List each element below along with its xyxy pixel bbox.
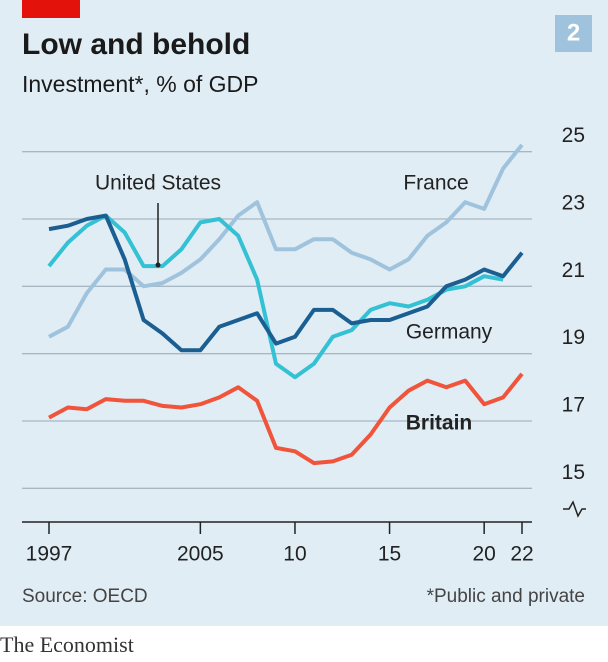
series-line [48, 213, 524, 353]
y-tick-label: 25 [562, 124, 585, 147]
x-tick-label: 1997 [26, 543, 73, 566]
chart-title: Low and behold [22, 28, 250, 61]
series-label: United States [95, 172, 221, 195]
note: *Public and private [427, 586, 585, 607]
y-tick-label: 21 [562, 259, 585, 282]
brand: The Economist [0, 632, 134, 657]
series-line [48, 372, 524, 466]
pointer-dot [155, 262, 161, 268]
x-tick-label: 20 [472, 543, 495, 566]
red-tag [22, 0, 80, 18]
y-tick-label: 15 [562, 461, 585, 484]
badge-box [555, 15, 592, 52]
series-label: France [403, 172, 468, 195]
axis-break [563, 500, 586, 518]
x-tick-label: 15 [378, 543, 401, 566]
series-label: Britain [406, 412, 473, 435]
x-tick-label: 2005 [177, 543, 224, 566]
x-tick-label: 22 [510, 543, 533, 566]
y-tick-label: 17 [562, 394, 585, 417]
chart-subtitle: Investment*, % of GDP [22, 71, 258, 97]
source: Source: OECD [22, 586, 148, 607]
y-tick-label: 23 [562, 192, 585, 215]
x-tick-label: 10 [283, 543, 306, 566]
badge: 2 [567, 19, 580, 46]
series-label: Germany [406, 321, 493, 344]
series-line [47, 213, 504, 380]
y-tick-label: 19 [562, 326, 585, 349]
